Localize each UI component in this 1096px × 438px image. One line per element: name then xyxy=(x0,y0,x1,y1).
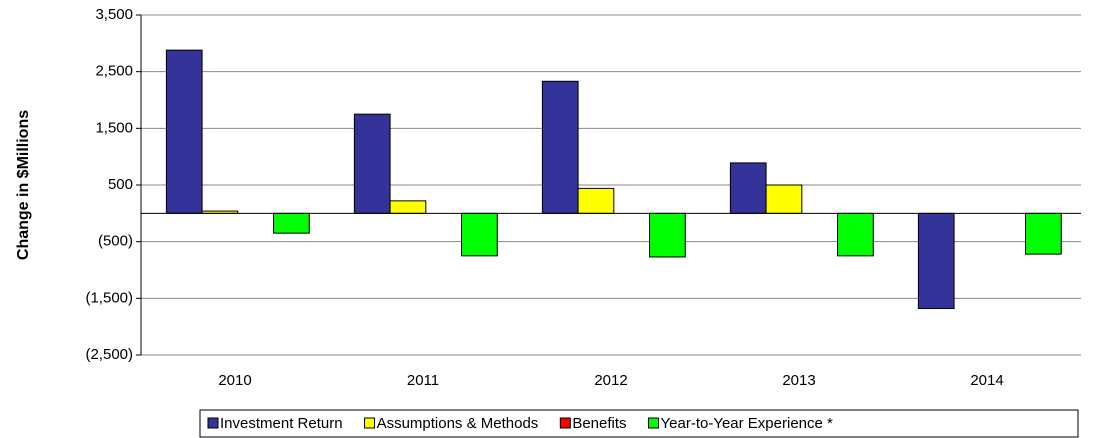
legend-swatch xyxy=(207,417,219,429)
legend-swatch xyxy=(559,417,571,429)
x-tick-label: 2014 xyxy=(970,372,1003,389)
x-tick-label: 2011 xyxy=(407,372,439,389)
y-tick-label: (1,500) xyxy=(85,289,133,306)
bar xyxy=(541,80,579,214)
y-tick-label: (2,500) xyxy=(85,346,133,363)
bar xyxy=(1025,212,1062,255)
bar xyxy=(577,187,615,214)
bar xyxy=(729,162,767,214)
y-tick-label: 2,500 xyxy=(95,63,133,80)
legend-label: Benefits xyxy=(572,415,626,432)
legend-label: Assumptions & Methods xyxy=(377,415,539,432)
y-tick-label: 3,500 xyxy=(95,6,133,23)
legend-label: Year-to-Year Experience * xyxy=(661,415,833,432)
bar xyxy=(765,184,803,214)
legend-label: Investment Return xyxy=(220,415,343,432)
y-tick-label: 1,500 xyxy=(95,119,133,136)
legend-box xyxy=(199,409,1079,438)
y-tick-label: 500 xyxy=(108,176,133,193)
x-tick-label: 2012 xyxy=(594,372,627,389)
legend-swatch xyxy=(648,417,660,429)
legend-swatch xyxy=(364,417,376,429)
x-tick-label: 2010 xyxy=(218,372,251,389)
bar xyxy=(917,212,955,310)
bar xyxy=(837,212,874,257)
bar xyxy=(461,212,498,257)
y-axis-label: Change in $Millions xyxy=(15,110,32,260)
bar xyxy=(389,200,427,214)
y-tick-label: (500) xyxy=(98,233,133,250)
bar xyxy=(353,113,391,214)
x-tick-label: 2013 xyxy=(782,372,815,389)
bar xyxy=(273,212,310,234)
bar xyxy=(165,49,203,214)
bar xyxy=(649,212,686,258)
